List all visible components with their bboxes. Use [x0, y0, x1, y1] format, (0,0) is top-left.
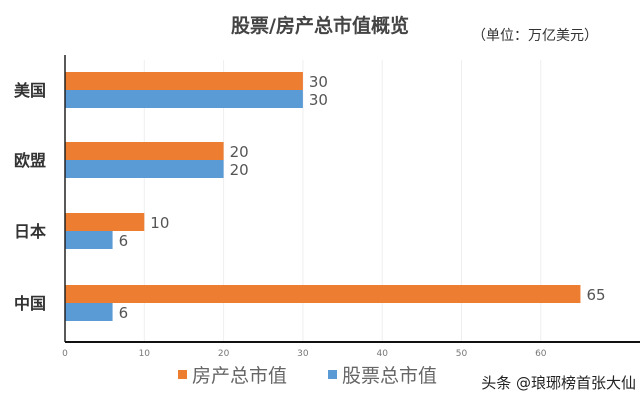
data-label: 6	[119, 304, 129, 322]
x-tick-label: 50	[456, 349, 468, 359]
category-label: 日本	[14, 222, 46, 241]
x-tick-label: 30	[297, 349, 309, 359]
legend-label: 股票总市值	[342, 365, 437, 387]
bar	[65, 72, 303, 90]
data-label: 20	[230, 143, 249, 161]
data-label: 6	[119, 232, 129, 250]
bar	[65, 213, 145, 231]
data-label: 65	[586, 286, 605, 304]
bar	[65, 285, 581, 303]
category-label: 欧盟	[14, 151, 46, 170]
bar	[65, 231, 113, 249]
bar	[65, 90, 303, 108]
x-tick-label: 0	[62, 349, 68, 359]
legend-swatch	[178, 370, 187, 379]
x-tick-label: 40	[376, 349, 388, 359]
data-label: 10	[150, 214, 169, 232]
unit-note: （单位：万亿美元）	[472, 28, 598, 44]
watermark: 头条 @琅琊榜首张大仙	[481, 374, 636, 392]
data-label: 30	[309, 73, 328, 91]
data-label: 30	[309, 91, 328, 109]
x-tick-label: 20	[218, 349, 230, 359]
x-tick-label: 10	[139, 349, 151, 359]
bar	[65, 303, 113, 321]
bar	[65, 160, 224, 178]
chart-title: 股票/房产总市值概览	[231, 14, 409, 37]
category-label: 中国	[14, 294, 46, 313]
legend-swatch	[328, 370, 337, 379]
data-label: 20	[230, 161, 249, 179]
bar	[65, 142, 224, 160]
legend-label: 房产总市值	[192, 365, 287, 387]
category-label: 美国	[14, 81, 46, 100]
x-tick-label: 60	[535, 349, 547, 359]
